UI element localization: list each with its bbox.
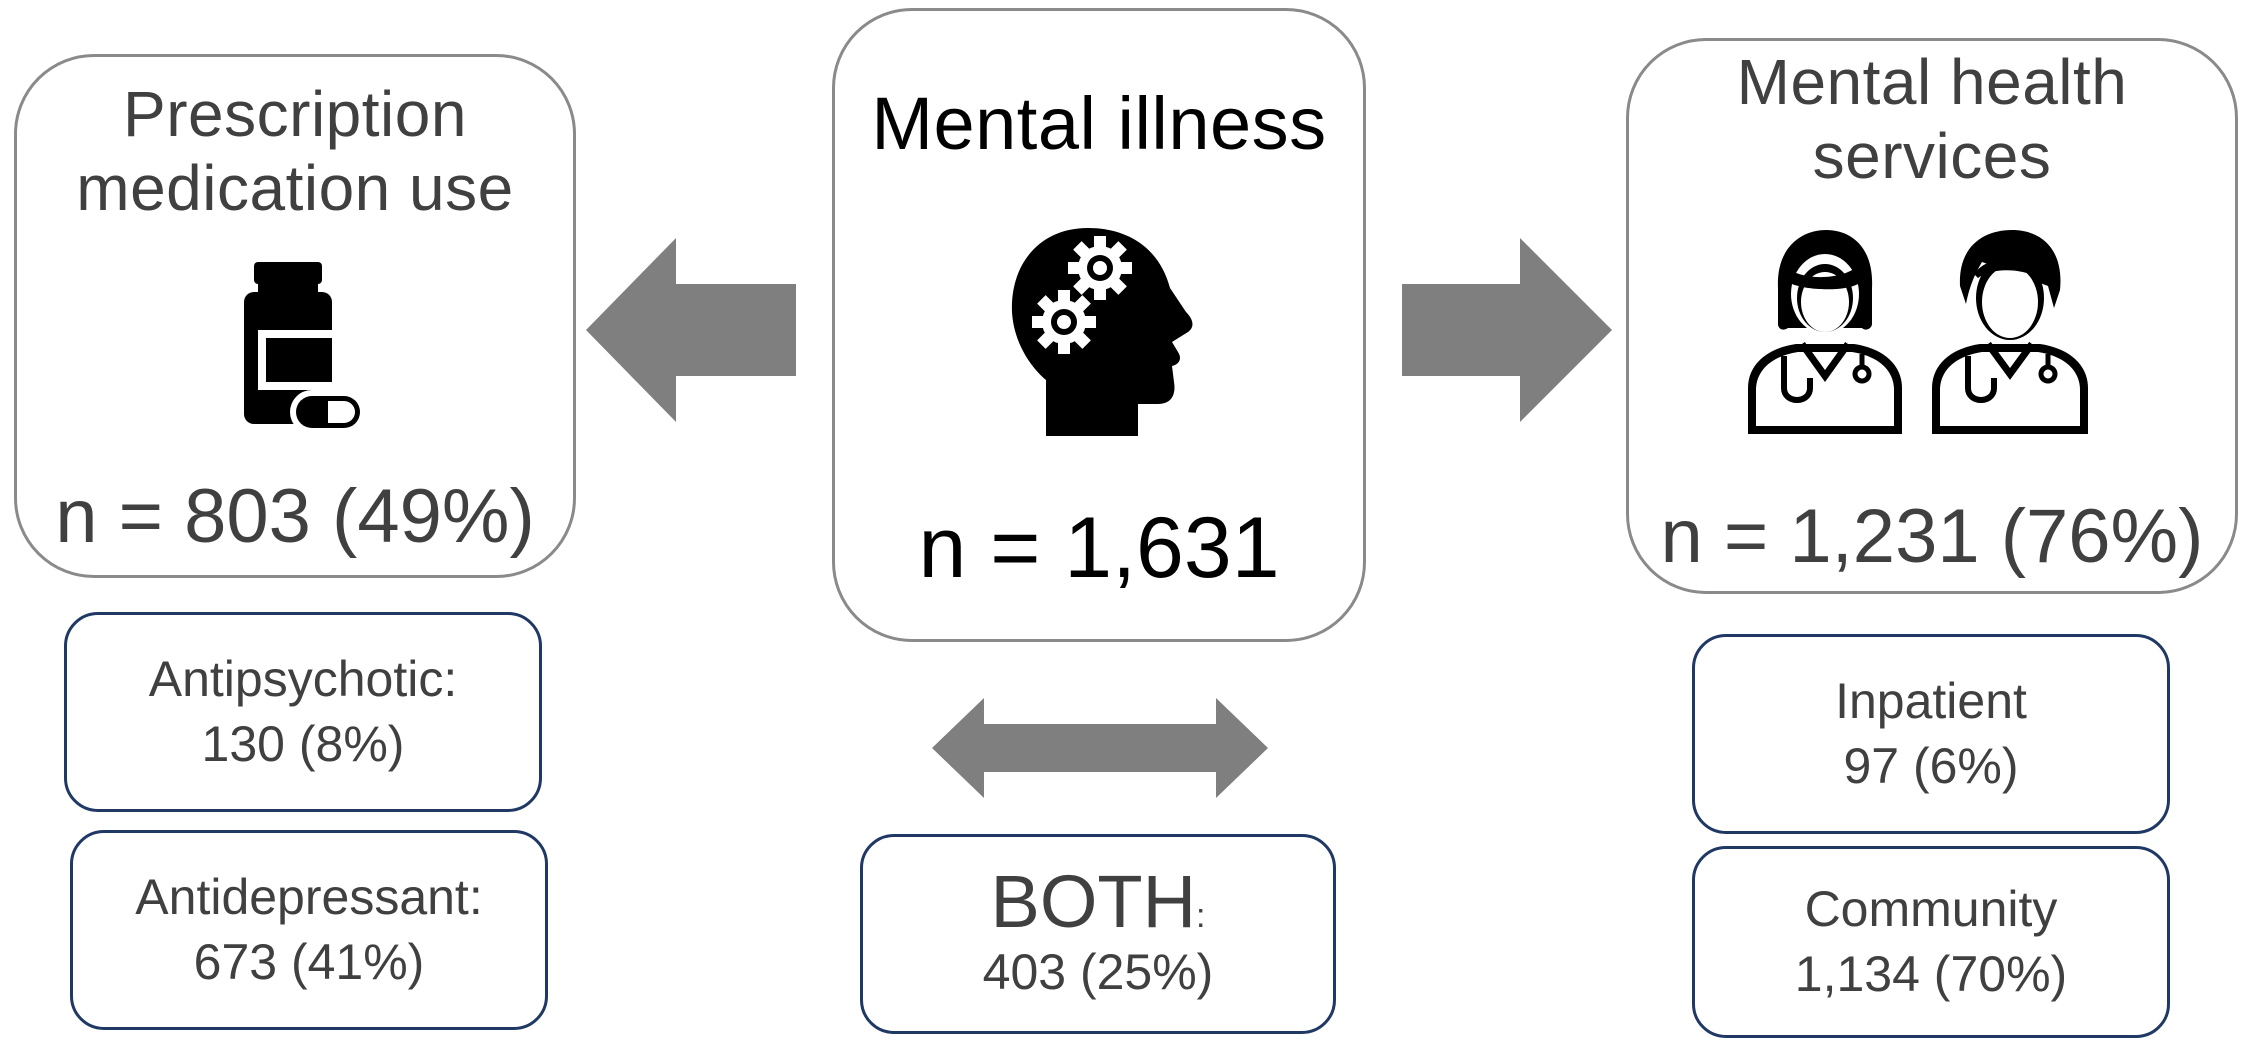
antidepressant-value: 673 (41%): [193, 934, 425, 990]
prescription-title: Prescription medication use: [17, 77, 573, 225]
both-heading: BOTH:: [990, 859, 1206, 943]
head-gears-icon: [1011, 228, 1193, 436]
both-colon: :: [1196, 896, 1206, 935]
services-title: Mental health services: [1629, 45, 2235, 193]
both-value: 403 (25%): [982, 944, 1214, 1001]
community-box: Community 1,134 (70%): [1692, 846, 2170, 1038]
prescription-count: n = 803 (49%): [55, 474, 535, 559]
double-arrow: [932, 698, 1268, 798]
antidepressant-label: Antidepressant:: [135, 869, 483, 925]
male-doctor-icon: [1932, 230, 2088, 434]
prescription-title-line1: Prescription: [123, 78, 467, 150]
community-value: 1,134 (70%): [1794, 946, 2068, 1002]
antipsychotic-box: Antipsychotic: 130 (8%): [64, 612, 542, 812]
mental-illness-count: n = 1,631: [918, 500, 1280, 596]
prescription-title-line2: medication use: [76, 152, 514, 225]
services-title-line2: services: [1812, 120, 2052, 193]
left-arrow: [586, 238, 796, 422]
female-doctor-icon: [1748, 230, 1902, 434]
inpatient-box: Inpatient 97 (6%): [1692, 634, 2170, 834]
prescription-panel: Prescription medication use n = 803 (49%…: [14, 54, 576, 578]
inpatient-label: Inpatient: [1835, 673, 2027, 729]
antipsychotic-value: 130 (8%): [201, 716, 405, 772]
right-arrow: [1402, 238, 1612, 422]
both-box: BOTH: 403 (25%): [860, 834, 1336, 1034]
pill-bottle-icon: [244, 262, 366, 434]
both-label: BOTH: [990, 859, 1197, 943]
services-count: n = 1,231 (76%): [1660, 494, 2204, 579]
mental-health-services-panel: Mental health services n = 1,231 (76%): [1626, 38, 2238, 594]
community-label: Community: [1804, 881, 2058, 937]
antipsychotic-label: Antipsychotic:: [148, 651, 458, 707]
mental-illness-title: Mental illness: [871, 82, 1327, 165]
antidepressant-box: Antidepressant: 673 (41%): [70, 830, 548, 1030]
inpatient-value: 97 (6%): [1843, 738, 2019, 794]
services-title-line1: Mental health: [1736, 46, 2128, 118]
doctors-icon: [1748, 230, 2088, 434]
